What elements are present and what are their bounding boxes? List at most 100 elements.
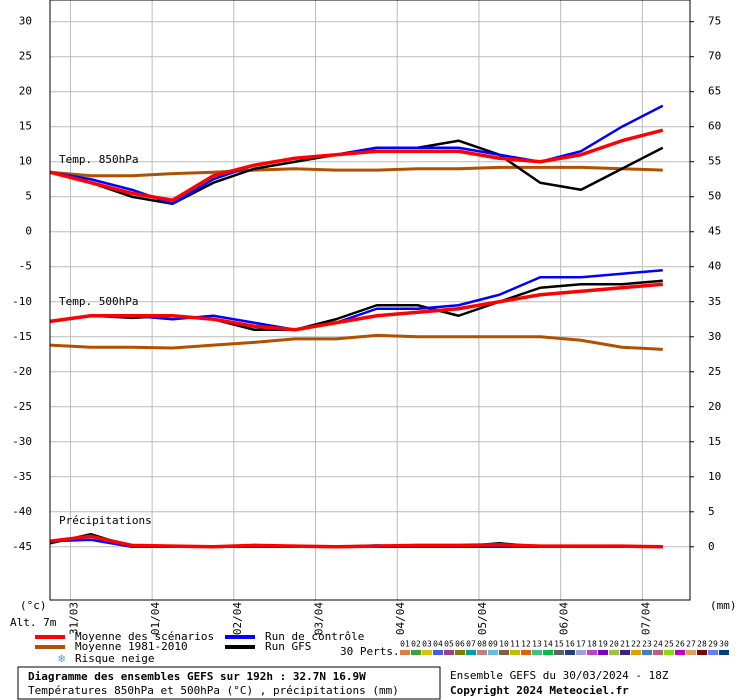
member-swatch: [719, 650, 729, 655]
line-500: [49, 282, 663, 332]
y-tick-label: -40: [12, 505, 32, 518]
x-tick-label: 04/04: [394, 602, 407, 635]
member-label: 24: [653, 640, 663, 649]
y-tick-label: 5: [25, 190, 32, 203]
member-swatch: [433, 650, 443, 655]
x-tick-label: 31/03: [67, 602, 80, 635]
member-swatch: [466, 650, 476, 655]
member-label: 26: [675, 640, 685, 649]
member-swatch: [697, 650, 707, 655]
member-swatch: [400, 650, 410, 655]
y2-tick-label: 20: [708, 400, 721, 413]
member-label: 16: [565, 640, 575, 649]
y-tick-label: 30: [19, 15, 32, 28]
member-swatch: [532, 650, 542, 655]
member-swatch: [708, 650, 718, 655]
copyright: Copyright 2024 Meteociel.fr: [450, 684, 629, 697]
y2-tick-label: 10: [708, 470, 721, 483]
member-label: 12: [521, 640, 531, 649]
y-tick-label: -45: [12, 540, 32, 553]
y2-tick-label: 15: [708, 435, 721, 448]
member-label: 09: [488, 640, 498, 649]
y2-tick-label: 25: [708, 365, 721, 378]
member-label: 01: [400, 640, 410, 649]
line-850: [49, 165, 663, 178]
member-label: 29: [708, 640, 718, 649]
member-label: 05: [444, 640, 454, 649]
y2-tick-label: 60: [708, 120, 721, 133]
left-unit: (°c): [20, 599, 47, 612]
member-label: 08: [477, 640, 487, 649]
member-label: 13: [532, 640, 542, 649]
member-label: 11: [510, 640, 520, 649]
y2-tick-label: 0: [708, 540, 715, 553]
label-precip: Précipitations: [59, 514, 152, 527]
line-850: [49, 128, 664, 202]
legend-label: Moyenne 1981-2010: [75, 640, 188, 653]
snow-icon: ❄: [58, 652, 65, 666]
member-swatch: [675, 650, 685, 655]
label-850: Temp. 850hPa: [59, 153, 138, 166]
member-swatch: [653, 650, 663, 655]
members-label: 30 Perts.: [340, 645, 400, 658]
y2-tick-label: 30: [708, 330, 721, 343]
subtitle: Températures 850hPa et 500hPa (°C) , pré…: [28, 684, 399, 697]
y-tick-label: -35: [12, 470, 32, 483]
member-label: 10: [499, 640, 509, 649]
member-swatch: [609, 650, 619, 655]
right-unit: (mm): [710, 599, 737, 612]
member-label: 15: [554, 640, 564, 649]
x-tick-label: 07/04: [639, 602, 652, 635]
member-label: 19: [598, 640, 608, 649]
y2-tick-label: 45: [708, 225, 721, 238]
member-swatch: [587, 650, 597, 655]
y-tick-label: 10: [19, 155, 32, 168]
member-swatch: [642, 650, 652, 655]
member-swatch: [488, 650, 498, 655]
legend-label: Moyenne des scénarios: [75, 630, 214, 643]
member-swatch: [422, 650, 432, 655]
y2-tick-label: 65: [708, 85, 721, 98]
member-swatch: [576, 650, 586, 655]
member-swatch: [598, 650, 608, 655]
member-swatch: [510, 650, 520, 655]
plot-border: [49, 0, 691, 601]
line-500: [49, 333, 663, 351]
x-tick-label: 02/04: [231, 602, 244, 635]
y-tick-label: 0: [25, 225, 32, 238]
y2-tick-label: 75: [708, 15, 721, 28]
y-tick-label: -15: [12, 330, 32, 343]
member-label: 17: [576, 640, 586, 649]
y-tick-label: 15: [19, 120, 32, 133]
label-500: Temp. 500hPa: [59, 295, 138, 308]
member-label: 22: [631, 640, 641, 649]
y-tick-label: -20: [12, 365, 32, 378]
member-swatch: [521, 650, 531, 655]
plot-area: [49, 0, 690, 600]
altitude: Alt. 7m: [10, 616, 57, 629]
legend-label: Run GFS: [265, 640, 311, 653]
member-swatch: [455, 650, 465, 655]
x-tick-label: 05/04: [476, 602, 489, 635]
member-label: 04: [433, 640, 443, 649]
member-swatch: [554, 650, 564, 655]
member-label: 02: [411, 640, 421, 649]
member-label: 06: [455, 640, 465, 649]
member-swatch: [620, 650, 630, 655]
member-swatch: [686, 650, 696, 655]
member-swatch: [499, 650, 509, 655]
member-label: 28: [697, 640, 707, 649]
y2-tick-label: 40: [708, 260, 721, 273]
title-box: [17, 666, 441, 700]
member-label: 23: [642, 640, 652, 649]
y2-tick-label: 35: [708, 295, 721, 308]
y2-tick-label: 70: [708, 50, 721, 63]
y-tick-label: -30: [12, 435, 32, 448]
member-swatch: [631, 650, 641, 655]
member-label: 21: [620, 640, 630, 649]
member-swatch: [543, 650, 553, 655]
member-label: 14: [543, 640, 553, 649]
